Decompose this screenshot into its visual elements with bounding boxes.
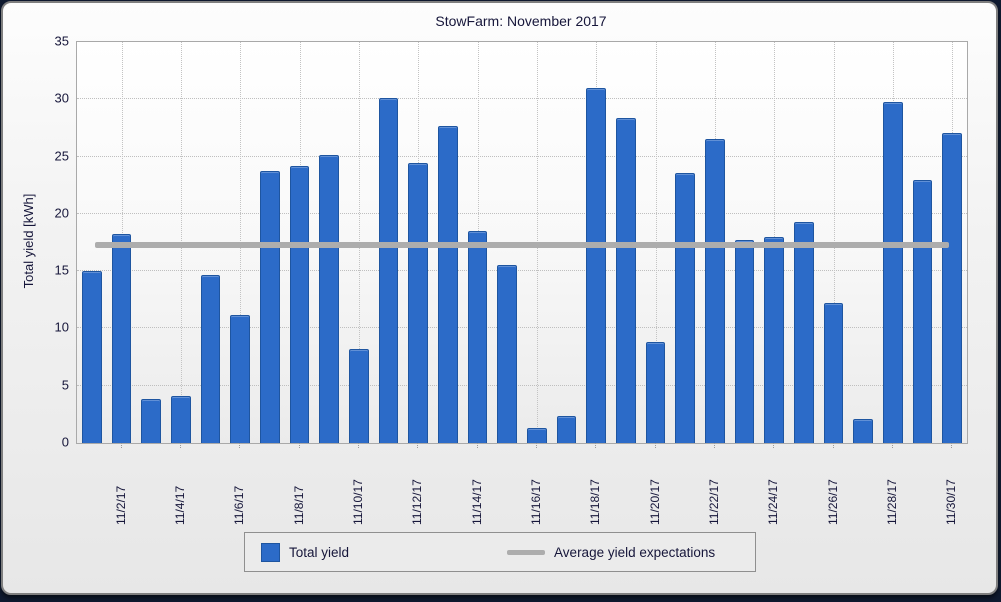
x-tick-label-11/2/17: 11/2/17 xyxy=(113,485,128,525)
bar-11/7/17 xyxy=(259,171,280,443)
bar-11/22/17 xyxy=(704,139,725,443)
bar-11/23/17 xyxy=(734,240,755,443)
bar-11/18/17 xyxy=(586,87,607,443)
bar-11/20/17 xyxy=(645,342,666,443)
chart-title: StowFarm: November 2017 xyxy=(435,13,607,29)
x-tick-mark-11/4/17 xyxy=(179,443,181,448)
x-tick-mark-11/12/17 xyxy=(417,443,419,448)
legend-item-total-yield: Total yield xyxy=(261,542,350,562)
x-tick-mark-11/8/17 xyxy=(298,443,300,448)
bar-11/29/17 xyxy=(912,179,933,443)
average-line-swatch-icon xyxy=(507,549,546,555)
bar-11/17/17 xyxy=(556,415,577,443)
y-tick-label-15: 15 xyxy=(54,262,69,278)
x-tick-mark-11/30/17 xyxy=(951,443,953,448)
legend-label-total-yield: Total yield xyxy=(289,544,350,560)
bar-11/30/17 xyxy=(942,132,963,443)
x-tick-label-11/10/17: 11/10/17 xyxy=(350,479,365,525)
y-gridline-15 xyxy=(77,270,967,272)
average-yield-line xyxy=(95,241,949,248)
x-tick-label-11/18/17: 11/18/17 xyxy=(588,479,603,525)
bar-11/5/17 xyxy=(200,274,221,443)
x-tick-label-11/4/17: 11/4/17 xyxy=(172,485,187,525)
x-tick-label-11/16/17: 11/16/17 xyxy=(528,479,543,525)
x-tick-mark-11/16/17 xyxy=(535,443,537,448)
legend-label-average: Average yield expectations xyxy=(554,544,716,560)
legend: Total yield Average yield expectations xyxy=(244,532,756,572)
y-axis-ticks: 0 5 10 15 20 25 30 35 xyxy=(3,34,69,450)
y-gridline-25 xyxy=(77,155,967,157)
y-tick-label-30: 30 xyxy=(54,90,69,106)
bar-11/4/17 xyxy=(170,396,191,443)
y-tick-label-35: 35 xyxy=(54,33,69,49)
y-tick-label-5: 5 xyxy=(61,377,69,393)
bar-11/3/17 xyxy=(141,399,162,443)
x-axis-ticks: 11/2/17 11/4/17 11/6/17 11/8/17 11/10/17 11/1… xyxy=(76,442,966,528)
x-tick-mark-11/20/17 xyxy=(654,443,656,448)
y-tick-label-25: 25 xyxy=(54,148,69,164)
bar-11/27/17 xyxy=(853,418,874,443)
x-tick-label-11/12/17: 11/12/17 xyxy=(410,479,425,525)
x-tick-mark-11/14/17 xyxy=(476,443,478,448)
x-tick-label-11/28/17: 11/28/17 xyxy=(884,479,899,525)
plot-area xyxy=(76,41,968,444)
x-tick-mark-11/2/17 xyxy=(120,443,122,448)
x-tick-mark-11/28/17 xyxy=(891,443,893,448)
x-tick-mark-11/26/17 xyxy=(832,443,834,448)
y-tick-label-20: 20 xyxy=(54,205,69,221)
x-tick-mark-11/6/17 xyxy=(239,443,241,448)
y-tick-label-0: 0 xyxy=(61,434,69,450)
bar-11/28/17 xyxy=(882,101,903,443)
bar-11/1/17 xyxy=(81,271,102,443)
x-tick-label-11/26/17: 11/26/17 xyxy=(825,479,840,525)
total-yield-swatch-icon xyxy=(261,542,280,562)
bar-11/16/17 xyxy=(526,428,547,443)
bar-11/6/17 xyxy=(230,314,251,443)
x-tick-mark-11/10/17 xyxy=(357,443,359,448)
y-tick-label-10: 10 xyxy=(54,319,69,335)
bar-11/25/17 xyxy=(793,221,814,443)
x-tick-label-11/30/17: 11/30/17 xyxy=(944,479,959,525)
x-tick-mark-11/24/17 xyxy=(773,443,775,448)
bar-11/11/17 xyxy=(378,98,399,443)
x-tick-label-11/6/17: 11/6/17 xyxy=(232,485,247,525)
x-tick-mark-11/22/17 xyxy=(713,443,715,448)
bar-11/19/17 xyxy=(615,117,636,443)
bar-11/9/17 xyxy=(319,155,340,443)
bar-11/13/17 xyxy=(437,125,458,443)
y-gridline-20 xyxy=(77,212,967,214)
legend-item-average: Average yield expectations xyxy=(507,545,715,560)
y-gridline-30 xyxy=(77,98,967,100)
bar-11/2/17 xyxy=(111,234,132,443)
bar-11/26/17 xyxy=(823,303,844,443)
x-tick-label-11/20/17: 11/20/17 xyxy=(647,479,662,525)
bar-11/24/17 xyxy=(764,236,785,443)
x-tick-label-11/22/17: 11/22/17 xyxy=(706,479,721,525)
x-tick-label-11/8/17: 11/8/17 xyxy=(291,485,306,525)
bar-11/10/17 xyxy=(348,349,369,443)
bar-11/15/17 xyxy=(497,265,518,443)
y-gridline-5 xyxy=(77,384,967,386)
bar-11/14/17 xyxy=(467,231,488,443)
bar-11/8/17 xyxy=(289,165,310,443)
x-tick-mark-11/18/17 xyxy=(595,443,597,448)
y-gridline-10 xyxy=(77,327,967,329)
bar-11/12/17 xyxy=(408,163,429,443)
bar-11/21/17 xyxy=(675,172,696,443)
x-tick-label-11/14/17: 11/14/17 xyxy=(469,479,484,525)
x-tick-label-11/24/17: 11/24/17 xyxy=(766,479,781,525)
